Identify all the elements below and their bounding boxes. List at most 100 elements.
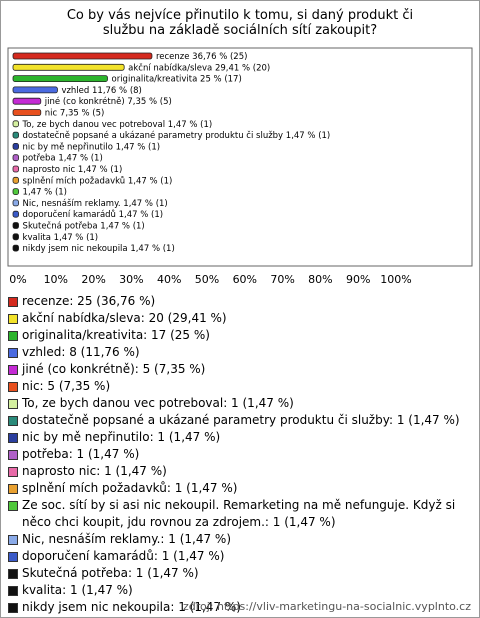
legend-item: kvalita: 1 (1,47 %)	[8, 582, 470, 599]
x-tick-label: 90%	[346, 273, 370, 286]
legend-label: nic by mě nepřinutilo: 1 (1,47 %)	[22, 430, 221, 444]
bar	[12, 222, 19, 229]
value-label: recenze 36,76 % (25)	[156, 52, 247, 62]
value-label: nic 7,35 % (5)	[45, 109, 105, 119]
value-label: potřeba 1,47 % (1)	[23, 154, 103, 164]
legend-item: naprosto nic: 1 (1,47 %)	[8, 463, 470, 480]
legend-label: Skutečná potřeba: 1 (1,47 %)	[22, 566, 199, 580]
bar	[12, 244, 19, 252]
legend-swatch	[8, 297, 18, 307]
legend-item: nic: 5 (7,35 %)	[8, 378, 470, 395]
value-label: nikdy jsem nic nekoupila 1,47 % (1)	[23, 244, 175, 254]
legend-item: akční nabídka/sleva: 20 (29,41 %)	[8, 310, 470, 327]
x-tick-label: 40%	[157, 273, 181, 286]
bar	[12, 199, 19, 207]
legend-swatch	[8, 365, 18, 375]
value-label: 1,47 % (1)	[23, 188, 67, 198]
legend-label: naprosto nic: 1 (1,47 %)	[22, 464, 167, 478]
x-tick-label: 10%	[44, 273, 68, 286]
legend-swatch	[8, 569, 18, 579]
legend-item: To, ze bych danou vec potreboval: 1 (1,4…	[8, 395, 470, 412]
bar	[12, 75, 108, 82]
legend-label: Nic, nesnáším reklamy.: 1 (1,47 %)	[22, 532, 232, 546]
value-label: kvalita 1,47 % (1)	[23, 233, 99, 243]
legend-swatch	[8, 399, 18, 409]
legend-swatch	[8, 552, 18, 562]
legend-label: To, ze bych danou vec potreboval: 1 (1,4…	[22, 396, 294, 410]
value-label: Nic, nesnáším reklamy. 1,47 % (1)	[23, 198, 168, 209]
legend-swatch	[8, 433, 18, 443]
x-tick-label: 70%	[270, 273, 294, 286]
bar	[12, 120, 19, 128]
x-tick-label: 60%	[233, 273, 257, 286]
bar	[12, 97, 42, 105]
legend-swatch	[8, 331, 18, 341]
legend-item: splnění mích požadavků: 1 (1,47 %)	[8, 480, 470, 497]
legend-item: potřeba: 1 (1,47 %)	[8, 446, 470, 463]
legend-label: doporučení kamarádů: 1 (1,47 %)	[22, 549, 225, 563]
legend-label: dostatečně popsané a ukázané parametry p…	[22, 413, 460, 427]
value-label: dostatečně popsané a ukázané parametry p…	[23, 130, 331, 141]
value-label: splnění mích požadavků 1,47 % (1)	[23, 175, 173, 186]
legend-swatch	[8, 467, 18, 477]
bar	[12, 142, 19, 150]
bar	[12, 109, 42, 116]
bar	[12, 233, 19, 241]
x-tick-label: 100%	[380, 273, 411, 286]
bar	[12, 165, 19, 173]
legend-label: akční nabídka/sleva: 20 (29,41 %)	[22, 311, 227, 325]
x-tick-label: 50%	[195, 273, 219, 286]
legend-item: doporučení kamarádů: 1 (1,47 %)	[8, 548, 470, 565]
legend-label: splnění mích požadavků: 1 (1,47 %)	[22, 481, 238, 495]
legend-item: Nic, nesnáším reklamy.: 1 (1,47 %)	[8, 531, 470, 548]
value-label: Skutečná potřeba 1,47 % (1)	[23, 221, 145, 232]
legend-label: nikdy jsem nic nekoupila: 1 (1,47 %)	[22, 600, 241, 614]
legend-item: originalita/kreativita: 17 (25 %)	[8, 327, 470, 344]
plot-frame	[7, 47, 473, 267]
legend-swatch	[8, 348, 18, 358]
value-label: To, ze bych danou vec potreboval 1,47 % …	[22, 120, 213, 130]
value-label: naprosto nic 1,47 % (1)	[23, 165, 123, 175]
value-label: originalita/kreativita 25 % (17)	[112, 75, 242, 85]
legend-swatch	[8, 450, 18, 460]
legend-label: vzhled: 8 (11,76 %)	[22, 345, 140, 359]
legend-swatch	[8, 501, 18, 511]
legend-label: potřeba: 1 (1,47 %)	[22, 447, 140, 461]
bar	[12, 86, 58, 94]
legend-item: Skutečná potřeba: 1 (1,47 %)	[8, 565, 470, 582]
legend-item: jiné (co konkrétně): 5 (7,35 %)	[8, 361, 470, 378]
bar	[12, 188, 19, 196]
value-label: jiné (co konkrétně) 7,35 % (5)	[44, 96, 172, 107]
legend-swatch	[8, 603, 18, 613]
legend-swatch	[8, 416, 18, 426]
legend-swatch	[8, 586, 18, 596]
legend-label: jiné (co konkrétně): 5 (7,35 %)	[22, 362, 206, 376]
legend-item: vzhled: 8 (11,76 %)	[8, 344, 470, 361]
legend-label: kvalita: 1 (1,47 %)	[22, 583, 133, 597]
value-label: doporučení kamarádů 1,47 % (1)	[23, 209, 164, 220]
bar	[12, 154, 19, 162]
legend-item: nikdy jsem nic nekoupila: 1 (1,47 %)	[8, 599, 470, 616]
legend-swatch	[8, 382, 18, 392]
value-label: vzhled 11,76 % (8)	[61, 86, 141, 96]
bar	[12, 52, 153, 60]
x-tick-label: 20%	[81, 273, 105, 286]
value-label: akční nabídka/sleva 29,41 % (20)	[128, 62, 270, 73]
x-tick-label: 0%	[9, 273, 26, 286]
x-tick-label: 30%	[119, 273, 143, 286]
legend-swatch	[8, 314, 18, 324]
legend-label: Ze soc. sítí by si asi nic nekoupil. Rem…	[22, 498, 456, 529]
source: zdroj: https://vliv-marketingu-na-social…	[182, 600, 471, 613]
legend-swatch	[8, 535, 18, 545]
legend-swatch	[8, 484, 18, 494]
chart: Co by vás nejvíce přinutilo k tomu, si d…	[7, 8, 473, 286]
bar	[12, 63, 125, 71]
legend-label: originalita/kreativita: 17 (25 %)	[22, 328, 210, 342]
legend: recenze: 25 (36,76 %) akční nabídka/sleva…	[8, 293, 470, 616]
x-tick-label: 80%	[308, 273, 332, 286]
legend-item: dostatečně popsané a ukázané parametry p…	[8, 412, 470, 429]
value-label: nic by mě nepřinutilo 1,47 % (1)	[23, 142, 161, 152]
bar	[12, 176, 19, 184]
legend-item: recenze: 25 (36,76 %)	[8, 293, 470, 310]
